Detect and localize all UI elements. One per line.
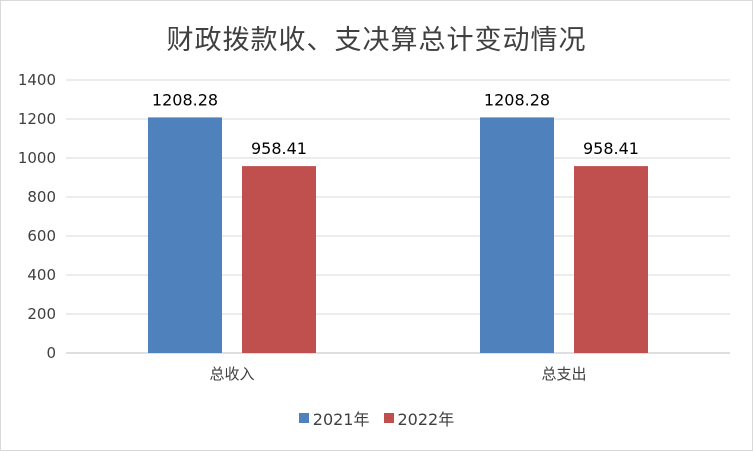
y-tick-label: 200 [27,305,56,323]
bar-2022年-总收入 [242,166,316,353]
y-tick-label: 600 [27,227,56,245]
x-category-label: 总支出 [541,365,586,383]
chart-title: 财政拨款收、支决算总计变动情况 [166,25,587,56]
y-tick-label: 400 [27,266,56,284]
legend-label-2022: 2022年 [397,410,455,429]
legend-item-2022: 2022年 [383,406,455,430]
y-tick-label: 1400 [18,71,56,89]
legend-swatch-2022 [383,413,394,423]
y-tick-label: 1000 [18,149,56,167]
legend-label-2021: 2021年 [312,410,370,429]
chart-legend: 2021年 2022年 [0,406,753,430]
y-tick-label: 800 [27,188,56,206]
bar-2022年-总支出 [574,166,648,353]
bar-2021年-总支出 [480,117,554,353]
data-label: 1208.28 [484,90,550,109]
data-label: 958.41 [251,139,307,158]
data-label: 1208.28 [152,90,218,109]
y-tick-label: 1200 [18,110,56,128]
data-label: 958.41 [583,139,639,158]
y-tick-label: 0 [46,344,56,362]
x-category-label: 总收入 [209,365,254,383]
legend-swatch-2021 [298,413,309,423]
bar-2021年-总收入 [148,117,222,353]
legend-item-2021: 2021年 [298,406,370,430]
